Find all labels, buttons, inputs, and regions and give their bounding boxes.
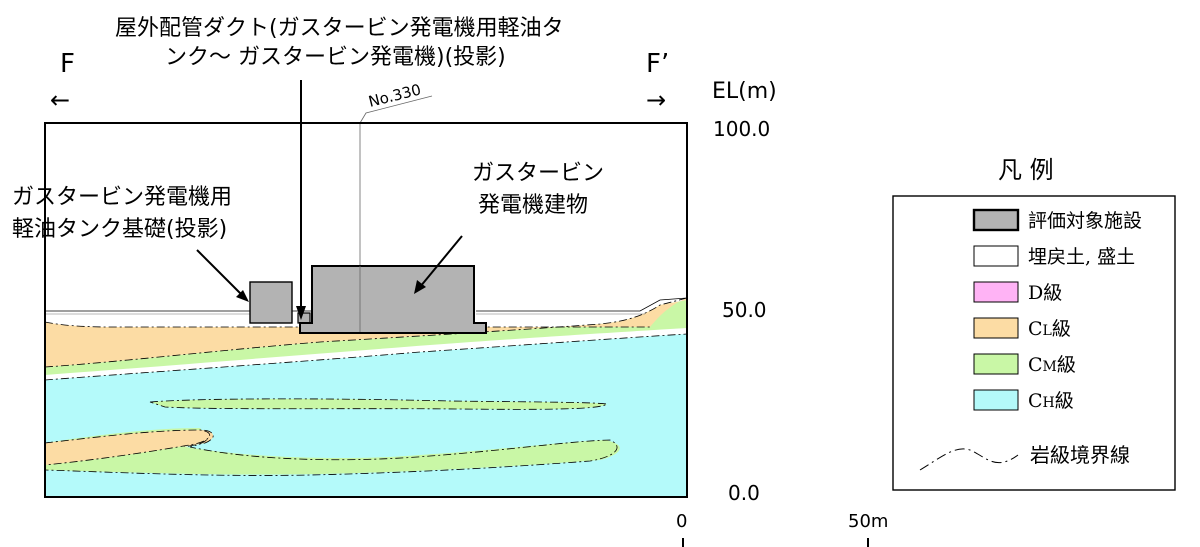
building-label-line2: 発電機建物 bbox=[478, 193, 588, 218]
building-label-line1: ガスタービン bbox=[472, 161, 604, 186]
tank-foundation bbox=[249, 281, 293, 324]
scale-start-label: 0 bbox=[676, 511, 687, 532]
scale-end-label: 50m bbox=[848, 511, 888, 532]
gas-turbine-building bbox=[299, 265, 487, 334]
building-arrowhead bbox=[414, 280, 426, 294]
tank-label-line1: ガスタービン発電機用 bbox=[12, 185, 232, 210]
tank-arrowhead bbox=[236, 290, 249, 302]
legend-swatch-5 bbox=[973, 389, 1019, 411]
section-labels: 屋外配管ダクト(ガスタービン発電機用軽油タ ンク～ ガスタービン発電機)(投影)… bbox=[12, 16, 777, 505]
section-arrow-left: ← bbox=[50, 86, 70, 114]
building-leader bbox=[419, 235, 463, 288]
leader-arrows bbox=[196, 80, 463, 320]
section-arrow-right: → bbox=[646, 86, 666, 114]
duct-label-line2: ンク～ ガスタービン発電機)(投影) bbox=[165, 45, 506, 70]
cm-layer-upper bbox=[45, 300, 687, 375]
fill-soil-surface bbox=[45, 311, 250, 322]
legend-box bbox=[892, 195, 1176, 491]
survey-line-leader bbox=[359, 95, 433, 124]
legend-swatch-2 bbox=[973, 281, 1019, 303]
section-body bbox=[44, 95, 688, 498]
legend-swatch-0 bbox=[972, 208, 1020, 232]
tank-label-line2: 軽油タンク基礎(投影) bbox=[12, 217, 227, 242]
legend-label-2: D級 bbox=[1028, 282, 1062, 304]
duct-label-line1: 屋外配管ダクト(ガスタービン発電機用軽油タ bbox=[115, 16, 564, 41]
elevation-tick-50: 50.0 bbox=[722, 298, 767, 322]
boundary-cm-ch bbox=[44, 333, 688, 381]
cm-lens-2-outline bbox=[44, 429, 618, 476]
section-label-right: F’ bbox=[646, 49, 669, 79]
elevation-tick-0: 0.0 bbox=[728, 481, 760, 505]
legend-swatch-3 bbox=[973, 317, 1019, 339]
boundary-cl-cm bbox=[44, 297, 688, 368]
cm-lens-1 bbox=[149, 398, 609, 410]
section-frame bbox=[44, 122, 688, 498]
legend-label-1: 埋戻土, 盛土 bbox=[1028, 246, 1135, 268]
tank-leader bbox=[196, 249, 244, 297]
legend-title: 凡 例 bbox=[998, 156, 1054, 184]
cl-lens-lower-top bbox=[44, 429, 210, 466]
elevation-tick-100: 100.0 bbox=[713, 117, 770, 141]
scale-bar: 0 50m bbox=[676, 511, 888, 547]
legend-label-3: CL級 bbox=[1028, 318, 1071, 340]
legend-boundary-label: 岩級境界線 bbox=[1030, 443, 1130, 467]
section-label-left: F bbox=[60, 49, 75, 79]
legend-label-4: CM級 bbox=[1028, 354, 1076, 376]
survey-line-label: No.330 bbox=[367, 80, 423, 110]
legend-label-0: 評価対象施設 bbox=[1028, 210, 1142, 232]
legend-label-5: CH級 bbox=[1028, 390, 1074, 412]
duct-arrowhead bbox=[296, 306, 306, 320]
elevation-axis-label: EL(m) bbox=[712, 79, 777, 104]
legend-swatch-4 bbox=[973, 353, 1019, 375]
legend-boundary-sample bbox=[919, 448, 1019, 471]
legend-swatch-1 bbox=[973, 245, 1019, 267]
boundary-fill-rock bbox=[44, 321, 650, 328]
